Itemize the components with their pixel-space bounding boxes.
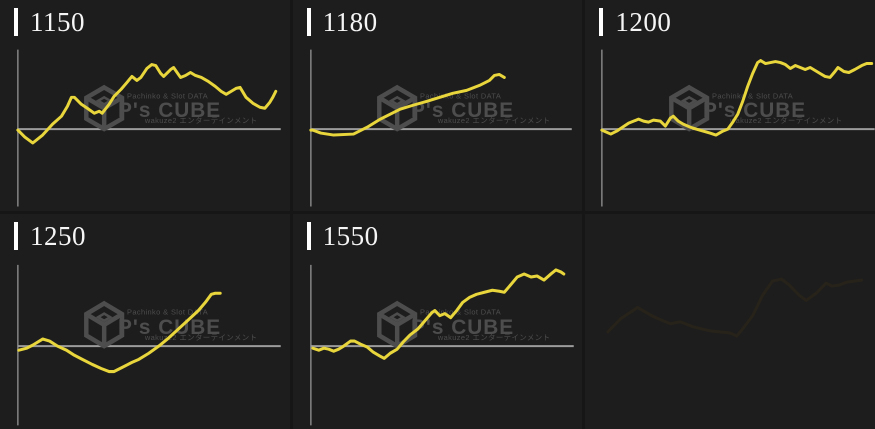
chart-panel-1150[interactable]: 1150 Pachinko & Slot DATA P's CUBE wakuz… — [0, 0, 290, 211]
watermark-main-text: P's CUBE — [411, 315, 514, 338]
ghost-data-line — [606, 277, 864, 338]
watermark-bottom-text: wakuze2 エンターテインメント — [437, 332, 551, 341]
watermark-top-text: Pachinko & Slot DATA — [712, 91, 793, 100]
cube-logo-icon — [379, 303, 415, 346]
watermark-main-text: P's CUBE — [118, 99, 221, 122]
title-tick — [14, 8, 18, 36]
chart-panel-1550[interactable]: 1550 Pachinko & Slot DATA P's CUBE wakuz… — [292, 213, 583, 429]
title-tick — [599, 8, 604, 36]
watermark-top-text: Pachinko & Slot DATA — [127, 307, 208, 316]
ghost-chart — [606, 277, 864, 338]
watermark-bottom-text: wakuze2 エンターテインメント — [729, 116, 843, 125]
watermark-top-text: Pachinko & Slot DATA — [420, 91, 501, 100]
data-line — [311, 267, 565, 360]
watermark-main-text: P's CUBE — [118, 315, 221, 338]
panel-title: 1150 — [30, 7, 85, 37]
watermark: Pachinko & Slot DATA P's CUBE wakuze2 エン… — [379, 87, 550, 129]
watermark-bottom-text: wakuze2 エンターテインメント — [144, 332, 258, 341]
watermark-top-text: Pachinko & Slot DATA — [420, 307, 501, 316]
cube-logo-icon — [672, 87, 708, 129]
panel-title: 1180 — [322, 7, 378, 37]
watermark-main-text: P's CUBE — [703, 99, 806, 122]
data-line — [309, 72, 506, 137]
panel-header: 1180 — [306, 7, 378, 37]
panel-title: 1200 — [615, 7, 672, 37]
chart-panel-1250[interactable]: 1250 Pachinko & Slot DATA P's CUBE wakuz… — [0, 213, 290, 429]
chart-panel-1180[interactable]: 1180 Pachinko & Slot DATA P's CUBE wakuz… — [292, 0, 583, 211]
panel-header: 1150 — [14, 8, 85, 37]
watermark-bottom-text: wakuze2 エンターテインメント — [144, 116, 258, 125]
slump-chart: Pachinko & Slot DATA P's CUBE wakuze2 エン… — [600, 49, 875, 207]
watermark-top-text: Pachinko & Slot DATA — [127, 91, 208, 100]
slump-chart: Pachinko & Slot DATA P's CUBE wakuze2 エン… — [17, 264, 281, 425]
watermark-main-text: P's CUBE — [411, 99, 514, 122]
watermark-bottom-text: wakuze2 エンターテインメント — [436, 116, 550, 125]
title-tick — [306, 221, 311, 250]
watermark: Pachinko & Slot DATA P's CUBE wakuze2 エン… — [86, 303, 257, 346]
title-tick — [306, 8, 311, 36]
slump-chart: Pachinko & Slot DATA P's CUBE wakuze2 エン… — [309, 49, 572, 207]
data-line — [16, 63, 278, 145]
panel-title: 1550 — [322, 220, 379, 251]
title-tick — [14, 221, 18, 250]
slump-chart: Pachinko & Slot DATA P's CUBE wakuze2 エン… — [309, 264, 574, 425]
empty-panel-ghost — [585, 213, 875, 429]
cube-logo-icon — [86, 303, 122, 346]
panel-header: 1250 — [14, 220, 86, 251]
panel-header: 1550 — [306, 220, 379, 251]
watermark: Pachinko & Slot DATA P's CUBE wakuze2 エン… — [379, 303, 550, 346]
slump-chart: Pachinko & Slot DATA P's CUBE wakuze2 エン… — [16, 49, 281, 207]
watermark: Pachinko & Slot DATA P's CUBE wakuze2 エン… — [86, 87, 257, 129]
panel-title: 1250 — [30, 220, 86, 251]
data-line — [17, 291, 222, 373]
panel-header: 1200 — [599, 8, 671, 37]
data-line — [600, 59, 874, 137]
chart-panel-1200[interactable]: 1200 Pachinko & Slot DATA P's CUBE wakuz… — [585, 0, 875, 211]
watermark: Pachinko & Slot DATA P's CUBE wakuze2 エン… — [672, 87, 843, 129]
cube-logo-icon — [379, 87, 415, 129]
